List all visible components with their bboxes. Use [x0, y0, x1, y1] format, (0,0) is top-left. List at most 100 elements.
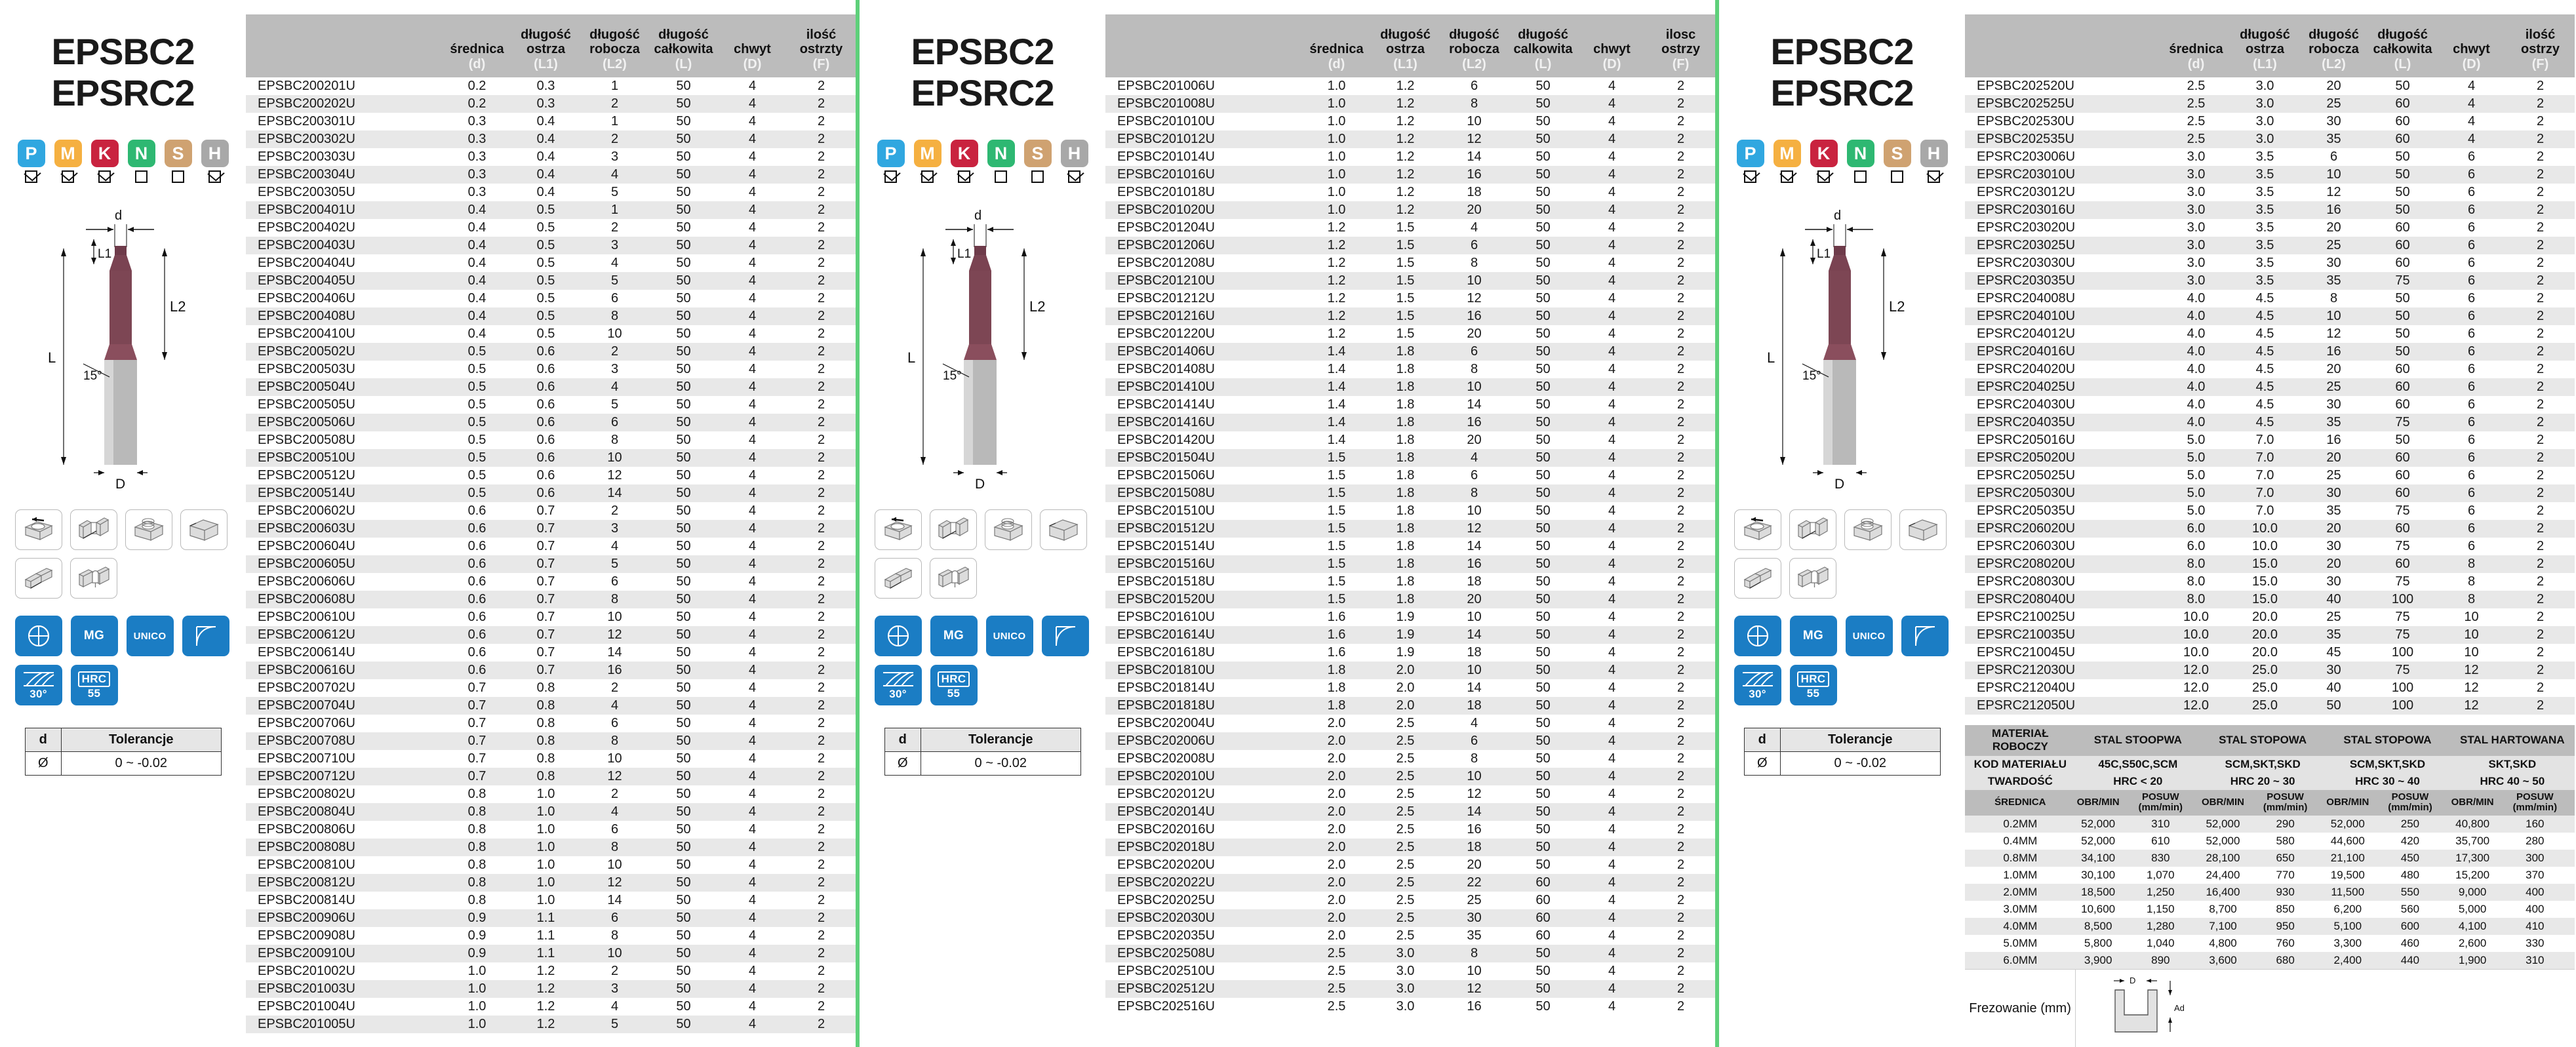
- cell-value: 2: [2536, 291, 2545, 306]
- table-row: EPSBC200403U 0.4 0.5 3 50 4 2: [246, 237, 856, 254]
- face-milling-icon: [1734, 509, 1781, 551]
- product-code: EPSRC205020U: [1977, 450, 2076, 465]
- parameter-value: 560: [2400, 902, 2420, 915]
- table-row: EPSBC200910U 0.9 1.1 10 50 4 2: [246, 945, 856, 962]
- iso-badge-h: H: [1920, 140, 1948, 168]
- cell-value: 10: [607, 858, 622, 872]
- tolerance-header-d: d: [884, 728, 922, 753]
- cell-value: 4: [1608, 627, 1616, 642]
- cell-value: 6: [2467, 433, 2476, 447]
- cell-value: 1.9: [1396, 645, 1415, 660]
- table-row: EPSRC203012U 3.0 3.5 12 50 6 2: [1965, 184, 2575, 201]
- cell-value: 50: [676, 380, 691, 394]
- cell-value: 30: [2326, 663, 2341, 677]
- cell-value: 2: [2536, 220, 2545, 235]
- cell-value: 30: [2326, 397, 2341, 412]
- cell-value: 5.0: [2187, 433, 2206, 447]
- cell-value: 1.2: [536, 1017, 555, 1031]
- cell-value: 14: [1467, 149, 1482, 164]
- product-code: EPSBC201208U: [1117, 256, 1215, 270]
- cell-value: 0.6: [467, 663, 486, 677]
- cell-value: 50: [1536, 344, 1551, 359]
- cell-value: 6: [2467, 220, 2476, 235]
- cell-value: 2: [817, 132, 825, 146]
- iso-badge-k: K: [1810, 140, 1838, 168]
- cell-value: 4.5: [2255, 362, 2274, 376]
- material-name: STAL STOOPWA: [2075, 725, 2200, 756]
- cell-value: 0.6: [536, 468, 555, 483]
- cell-value: 6: [2467, 504, 2476, 518]
- cell-value: 4: [748, 610, 757, 624]
- cell-value: 4: [748, 875, 757, 890]
- table-row: EPSBC200410U 0.4 0.5 10 50 4 2: [246, 325, 856, 343]
- cell-value: 25: [2326, 468, 2341, 483]
- product-code: EPSBC200506U: [258, 415, 355, 429]
- cell-value: 0.4: [467, 273, 486, 288]
- table-row: EPSBC201212U 1.2 1.5 12 50 4 2: [1105, 290, 1715, 307]
- checkbox-empty-icon-n: [135, 170, 148, 184]
- cell-value: 6: [2467, 468, 2476, 483]
- cell-value: 1.2: [1396, 96, 1415, 111]
- parameter-value: 44,600: [2330, 834, 2365, 847]
- cell-value: 50: [1536, 486, 1551, 500]
- cell-value: 0.4: [536, 114, 555, 128]
- cell-value: 20.0: [2252, 610, 2278, 624]
- corner-radius-icon: [1901, 616, 1949, 657]
- cell-value: 16: [1467, 415, 1482, 429]
- helix-angle-value: 30°: [1749, 688, 1766, 701]
- product-code: EPSRC205030U: [1977, 486, 2076, 500]
- cell-value: 10: [1467, 273, 1482, 288]
- parameter-value: 610: [2151, 834, 2170, 847]
- cell-value: 0.5: [467, 344, 486, 359]
- tolerance-symbol: Ø: [884, 751, 922, 776]
- product-code: EPSBC200910U: [258, 946, 355, 960]
- cell-value: 2.5: [1396, 893, 1415, 907]
- parameter-value: 420: [2400, 834, 2420, 847]
- product-table-3-wrap: średnica (d) długość ostrza (L1) długość rob…: [1965, 0, 2575, 1047]
- cell-value: 4.0: [2187, 362, 2206, 376]
- cell-value: 2: [1676, 681, 1685, 695]
- table-row: EPSRC210045U 10.0 20.0 45 100 10 2: [1965, 644, 2575, 662]
- cell-value: 0.2: [467, 96, 486, 111]
- unico-badge-label: UNICO: [1852, 630, 1886, 642]
- cell-value: 1.8: [1396, 450, 1415, 465]
- cell-value: 2: [1676, 468, 1685, 483]
- product-code: EPSBC200812U: [258, 875, 355, 890]
- product-table-2-wrap: średnica (d) długość ostrza (L1) długość rob…: [1105, 0, 1715, 1047]
- product-code: EPSRC204020U: [1977, 362, 2076, 376]
- iso-material-n: N: [1846, 140, 1874, 184]
- table-row: EPSBC200201U 0.2 0.3 1 50 4 2: [246, 77, 856, 95]
- cell-value: 4: [1608, 946, 1616, 960]
- cell-value: 2: [817, 804, 825, 819]
- table-row: EPSBC202520U 2.5 3.0 20 50 4 2: [1965, 77, 2575, 95]
- mg-coating-badge-label: MG: [943, 629, 964, 643]
- cell-value: 4: [748, 539, 757, 553]
- cell-value: 2: [817, 344, 825, 359]
- parameter-value: 5,000: [2458, 902, 2487, 915]
- cell-value: 4: [1608, 256, 1616, 270]
- cell-value: 0.8: [536, 734, 555, 748]
- checkbox-checked-icon-m: [920, 166, 938, 184]
- cell-value: 2: [817, 397, 825, 412]
- table-row: EPSBC200802U 0.8 1.0 2 50 4 2: [246, 785, 856, 803]
- dim-label-D: D: [1834, 477, 1844, 490]
- helix-angle-badge: 30°: [14, 665, 62, 706]
- table-row: EPSBC200708U 0.7 0.8 8 50 4 2: [246, 732, 856, 750]
- cell-value: 30: [2326, 256, 2341, 270]
- cell-value: 6: [2467, 362, 2476, 376]
- cell-value: 4: [1608, 291, 1616, 306]
- iso-badge-m: M: [54, 140, 82, 168]
- cell-value: 2: [1676, 734, 1685, 748]
- unico-badge: UNICO: [985, 616, 1033, 657]
- cell-value: 50: [676, 185, 691, 199]
- cell-value: 1.8: [1396, 557, 1415, 571]
- cell-value: 50: [676, 468, 691, 483]
- column-header-code: [1105, 14, 1302, 77]
- cell-value: 60: [1536, 911, 1551, 925]
- cell-value: 2: [610, 681, 619, 695]
- tool-drawing-2: d L1 L2: [875, 208, 1091, 490]
- cell-value: 6.0: [2187, 539, 2206, 553]
- cell-value: 50: [676, 911, 691, 925]
- table-row: Ø 0 ~ -0.02: [24, 751, 222, 776]
- cell-value: 2: [817, 238, 825, 252]
